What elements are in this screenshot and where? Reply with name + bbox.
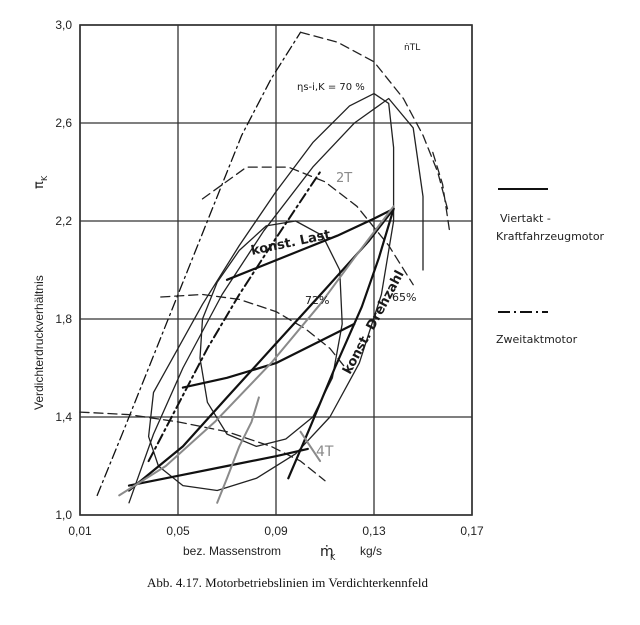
x-tick-label: 0,17 [460,524,484,538]
series-speed-line [299,31,449,210]
y-tick-label: 1,0 [55,508,72,522]
legend-label-4t-line2: Kraftfahrzeugmotor [496,230,605,243]
y-tick-label: 2,6 [55,116,72,130]
y-tick-label: 2,2 [55,214,72,228]
grid [79,24,473,516]
x-tick-label: 0,13 [362,524,386,538]
legend: Viertakt - Kraftfahrzeugmotor Zweitaktmo… [496,188,605,346]
x-tick-label: 0,05 [166,524,190,538]
y-axis-symbol: π [32,181,47,189]
series-operating-4t-line [127,207,395,492]
series-speed-line [160,293,351,374]
x-axis-label: bez. Massenstrom [183,544,281,558]
series-efficiency-line [147,92,395,492]
series-operating-gray-line [216,396,260,504]
x-axis-symbol: ṁ [320,544,334,560]
series-operating-4t-line [287,207,395,480]
y-tick-label: 1,8 [55,312,72,326]
x-axis-symbol-sub: K [330,553,336,562]
series-speed-line [79,411,326,482]
annotation-2t: 2T [336,171,352,186]
legend-label-4t-line1: Viertakt - [500,212,551,225]
legend-label-2t: Zweitaktmotor [496,333,578,346]
series-operating-4t-line [181,322,356,389]
annotation-n-tl: ṅTL [404,43,420,53]
series-efficiency-line [128,97,424,504]
annotation-4t: 4T [316,444,334,460]
chart-curves [79,31,451,504]
series-surge-line [96,31,302,497]
annotation-eff-72: 72% [305,294,329,307]
figure-caption: Abb. 4.17. Motorbetriebslinien im Verdic… [147,575,429,590]
x-tick-label: 0,01 [68,524,92,538]
series-operating-gray-line [118,205,395,497]
series-speed-line [201,166,414,286]
y-tick-label: 1,4 [55,410,72,424]
series-operating-4t-line [127,447,309,487]
series-choke-line [432,151,451,234]
x-tick-label: 0,09 [264,524,288,538]
annotation-eff-65: 65% [392,291,416,304]
annotation-eff-70: ηs-i,K = 70 % [297,82,365,93]
y-axis-symbol-sub: K [40,175,49,181]
series-operating-gray-line [299,430,322,463]
y-axis-label: Verdichterdruckverhältnis [32,275,46,410]
x-axis-unit: kg/s [360,544,382,558]
axis-ticks: 0,01 0,05 0,09 0,13 0,17 1,0 1,4 1,8 2,2 2,6 3,0 [55,18,484,538]
series-operating-2t-line [147,171,322,463]
y-tick-label: 3,0 [55,18,72,32]
